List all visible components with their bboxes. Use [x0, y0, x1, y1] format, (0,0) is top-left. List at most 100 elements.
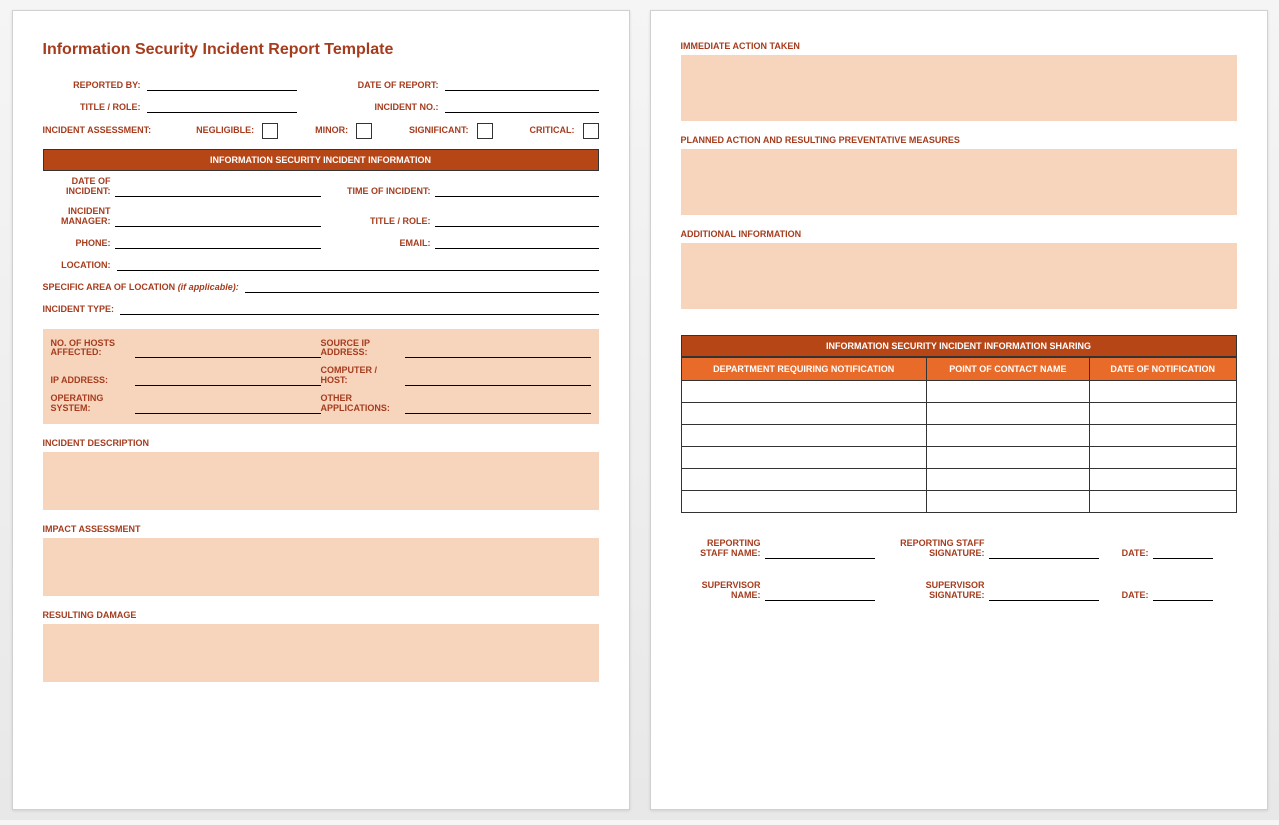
table-row	[681, 381, 1236, 403]
label-date-2: DATE:	[1109, 591, 1149, 601]
row-incident-type: INCIDENT TYPE:	[43, 303, 599, 315]
section-bar-sharing: INFORMATION SECURITY INCIDENT INFORMATIO…	[681, 335, 1237, 357]
table-cell[interactable]	[681, 425, 926, 447]
input-incident-manager[interactable]	[115, 215, 321, 227]
input-supervisor-sig[interactable]	[989, 589, 1099, 601]
table-cell[interactable]	[926, 447, 1089, 469]
input-time-incident[interactable]	[435, 185, 599, 197]
table-cell[interactable]	[1089, 491, 1236, 513]
row-date-time: DATE OF INCIDENT: TIME OF INCIDENT:	[43, 177, 599, 197]
label-planned-action: PLANNED ACTION AND RESULTING PREVENTATIV…	[681, 135, 1237, 145]
page-1: Information Security Incident Report Tem…	[12, 10, 630, 810]
input-title-role[interactable]	[147, 101, 297, 113]
th-department: DEPARTMENT REQUIRING NOTIFICATION	[681, 358, 926, 381]
table-cell[interactable]	[681, 491, 926, 513]
label-time-incident: TIME OF INCIDENT:	[321, 187, 431, 197]
label-os: OPERATING SYSTEM:	[51, 394, 131, 414]
label-reporting-sig: REPORTING STAFF SIGNATURE:	[885, 539, 985, 559]
input-email[interactable]	[435, 237, 599, 249]
table-cell[interactable]	[1089, 469, 1236, 491]
box-impact-assessment[interactable]	[43, 538, 599, 596]
th-date-notif: DATE OF NOTIFICATION	[1089, 358, 1236, 381]
label-date-1: DATE:	[1109, 549, 1149, 559]
table-cell[interactable]	[926, 425, 1089, 447]
box-additional-info[interactable]	[681, 243, 1237, 309]
opt-significant: SIGNIFICANT:	[409, 123, 493, 139]
box-immediate-action[interactable]	[681, 55, 1237, 121]
sig-row-2: SUPERVISOR NAME: SUPERVISOR SIGNATURE: D…	[681, 581, 1237, 601]
input-supervisor-name[interactable]	[765, 589, 875, 601]
table-cell[interactable]	[926, 469, 1089, 491]
table-cell[interactable]	[681, 381, 926, 403]
input-incident-type[interactable]	[120, 303, 598, 315]
input-specific-area[interactable]	[245, 281, 599, 293]
label-specific-area: SPECIFIC AREA OF LOCATION (if applicable…	[43, 283, 239, 293]
input-location[interactable]	[117, 259, 599, 271]
table-cell[interactable]	[681, 469, 926, 491]
row-reported: REPORTED BY: DATE OF REPORT:	[43, 79, 599, 91]
label-incident-manager: INCIDENT MANAGER:	[43, 207, 111, 227]
opt-negligible: NEGLIGIBLE:	[196, 123, 278, 139]
input-reporting-name[interactable]	[765, 547, 875, 559]
checkbox-critical[interactable]	[583, 123, 599, 139]
page-2: IMMEDIATE ACTION TAKEN PLANNED ACTION AN…	[650, 10, 1268, 810]
table-cell[interactable]	[926, 403, 1089, 425]
input-ip-address[interactable]	[135, 374, 321, 386]
input-phone[interactable]	[115, 237, 321, 249]
label-email: EMAIL:	[321, 239, 431, 249]
input-source-ip[interactable]	[405, 346, 591, 358]
row-title-role: TITLE / ROLE: INCIDENT NO.:	[43, 101, 599, 113]
table-cell[interactable]	[1089, 403, 1236, 425]
table-cell[interactable]	[1089, 447, 1236, 469]
checkbox-significant[interactable]	[477, 123, 493, 139]
input-date-1[interactable]	[1153, 547, 1213, 559]
label-date-of-report: DATE OF REPORT:	[339, 81, 439, 91]
box-planned-action[interactable]	[681, 149, 1237, 215]
label-resulting-damage: RESULTING DAMAGE	[43, 610, 599, 620]
sharing-table: DEPARTMENT REQUIRING NOTIFICATION POINT …	[681, 357, 1237, 513]
input-date-incident[interactable]	[115, 185, 321, 197]
input-reported-by[interactable]	[147, 79, 297, 91]
sig-row-1: REPORTING STAFF NAME: REPORTING STAFF SI…	[681, 539, 1237, 559]
input-date-of-report[interactable]	[445, 79, 599, 91]
input-os[interactable]	[135, 402, 321, 414]
table-cell[interactable]	[926, 381, 1089, 403]
row-specific-area: SPECIFIC AREA OF LOCATION (if applicable…	[43, 281, 599, 293]
section-bar-incident-info: INFORMATION SECURITY INCIDENT INFORMATIO…	[43, 149, 599, 171]
label-phone: PHONE:	[43, 239, 111, 249]
input-other-apps[interactable]	[405, 402, 591, 414]
row-location: LOCATION:	[43, 259, 599, 271]
input-title-role-2[interactable]	[435, 215, 599, 227]
box-resulting-damage[interactable]	[43, 624, 599, 682]
table-cell[interactable]	[926, 491, 1089, 513]
table-row	[681, 469, 1236, 491]
input-computer-host[interactable]	[405, 374, 591, 386]
label-source-ip: SOURCE IP ADDRESS:	[321, 339, 401, 359]
table-row	[681, 491, 1236, 513]
table-cell[interactable]	[1089, 381, 1236, 403]
tech-details-box: NO. OF HOSTS AFFECTED: SOURCE IP ADDRESS…	[43, 329, 599, 424]
table-cell[interactable]	[1089, 425, 1236, 447]
input-incident-no[interactable]	[445, 101, 599, 113]
input-hosts-affected[interactable]	[135, 346, 321, 358]
table-row	[681, 425, 1236, 447]
label-title-role-2: TITLE / ROLE:	[321, 217, 431, 227]
checkbox-negligible[interactable]	[262, 123, 278, 139]
label-location: LOCATION:	[43, 261, 111, 271]
box-incident-description[interactable]	[43, 452, 599, 510]
row-phone-email: PHONE: EMAIL:	[43, 237, 599, 249]
table-cell[interactable]	[681, 447, 926, 469]
checkbox-minor[interactable]	[356, 123, 372, 139]
label-incident-description: INCIDENT DESCRIPTION	[43, 438, 599, 448]
label-supervisor-name: SUPERVISOR NAME:	[681, 581, 761, 601]
label-reported-by: REPORTED BY:	[53, 81, 141, 91]
label-additional-info: ADDITIONAL INFORMATION	[681, 229, 1237, 239]
label-incident-type: INCIDENT TYPE:	[43, 305, 115, 315]
table-row	[681, 403, 1236, 425]
label-title-role: TITLE / ROLE:	[53, 103, 141, 113]
table-cell[interactable]	[681, 403, 926, 425]
input-date-2[interactable]	[1153, 589, 1213, 601]
opt-critical: CRITICAL:	[530, 123, 599, 139]
input-reporting-sig[interactable]	[989, 547, 1099, 559]
label-date-incident: DATE OF INCIDENT:	[43, 177, 111, 197]
